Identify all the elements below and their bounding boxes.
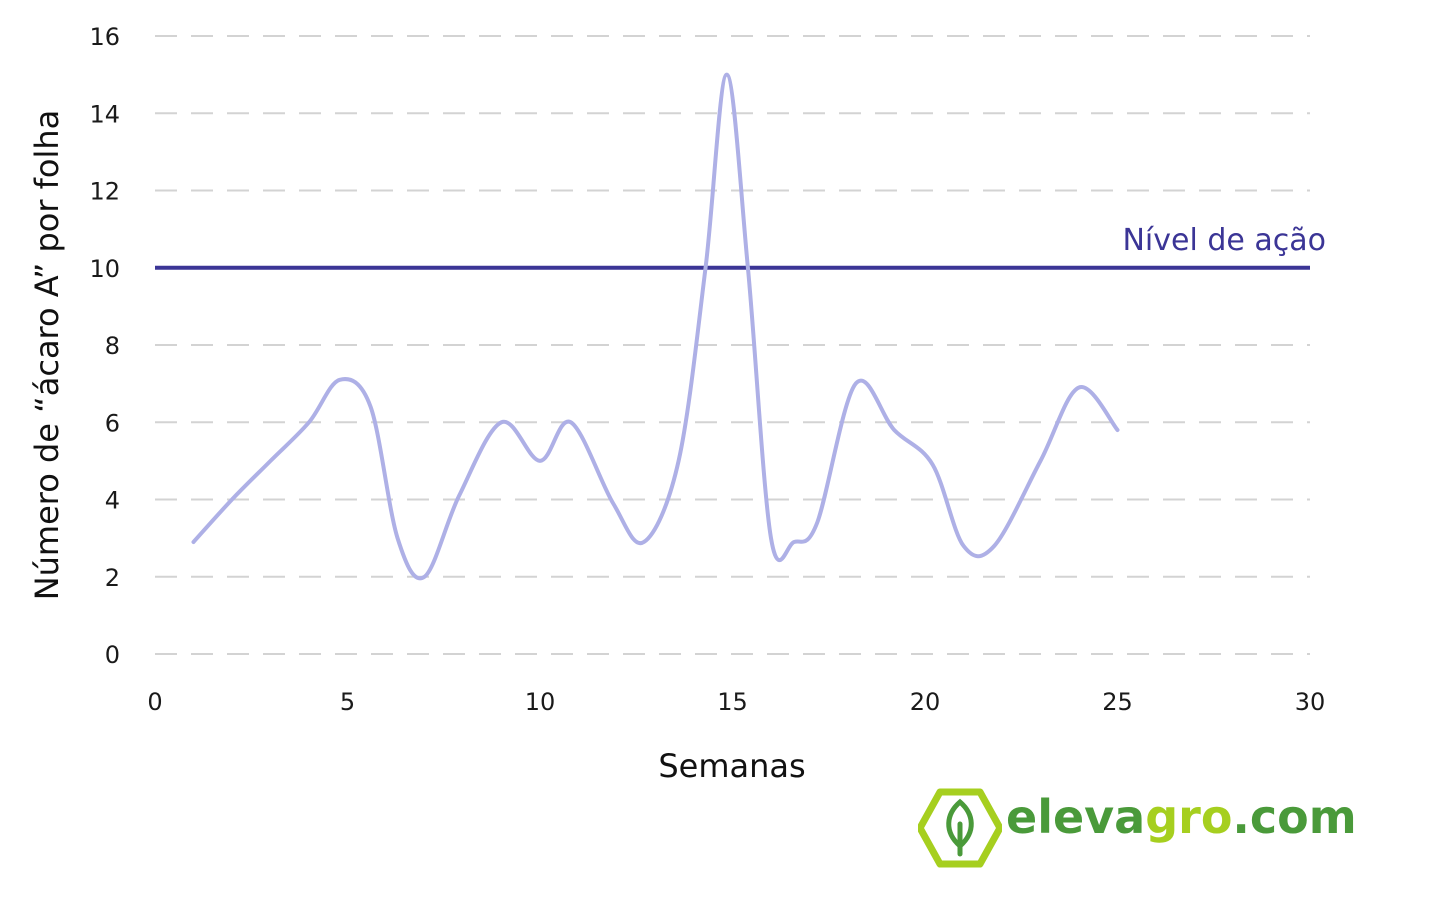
data-point (792, 540, 796, 544)
data-point (192, 540, 196, 544)
y-tick-label: 6 (105, 409, 120, 437)
data-point (725, 73, 729, 77)
leaf-hexagon-icon (918, 788, 1002, 868)
x-tick-label: 15 (717, 688, 748, 716)
data-point (269, 459, 273, 463)
data-point (369, 405, 373, 409)
y-tick-label: 16 (89, 23, 120, 51)
data-point (500, 420, 504, 424)
x-axis-title: Semanas (658, 747, 805, 785)
data-point (457, 494, 461, 498)
data-point (677, 459, 681, 463)
x-tick-labels: 0 5 10 15 20 25 30 (147, 688, 1325, 716)
y-tick-labels: 0 2 4 6 8 10 12 14 16 (89, 23, 120, 669)
data-point (338, 378, 342, 382)
x-tick-label: 25 (1102, 688, 1133, 716)
data-point (931, 463, 935, 467)
data-point (992, 544, 996, 548)
data-point (962, 544, 966, 548)
data-point (230, 498, 234, 502)
grid (155, 35, 1310, 655)
data-point (1077, 385, 1081, 389)
x-tick-label: 10 (525, 688, 556, 716)
y-axis-title: Número de “ácaro A” por folha (28, 110, 66, 601)
data-points (192, 73, 1120, 579)
logo-text: elevagro.com (1006, 790, 1357, 844)
y-tick-label: 12 (89, 178, 120, 206)
reference-line-label: Nível de ação (1122, 223, 1326, 258)
data-point (538, 459, 542, 463)
x-tick-label: 5 (340, 688, 355, 716)
x-tick-label: 0 (147, 688, 162, 716)
y-tick-label: 8 (105, 332, 120, 360)
series-line (191, 72, 1120, 581)
logo-text-com: .com (1232, 790, 1357, 844)
y-tick-label: 14 (89, 100, 120, 128)
data-point (746, 266, 750, 270)
data-point (1116, 428, 1120, 432)
data-point (854, 382, 858, 386)
data-point (704, 266, 708, 270)
logo-text-eleva: eleva (1006, 790, 1146, 844)
data-point (1039, 459, 1043, 463)
logo-text-gro: gro (1145, 790, 1233, 844)
data-point (569, 420, 573, 424)
data-point (892, 428, 896, 432)
y-tick-label: 0 (105, 641, 120, 669)
x-tick-label: 30 (1295, 688, 1326, 716)
data-point (423, 575, 427, 579)
data-point (642, 540, 646, 544)
data-point (307, 420, 311, 424)
y-tick-label: 10 (89, 255, 120, 283)
data-point (611, 501, 615, 505)
elevagro-logo: elevagro.com (918, 788, 1358, 868)
data-point (396, 536, 400, 540)
x-tick-label: 20 (910, 688, 941, 716)
data-point (769, 536, 773, 540)
data-point (815, 521, 819, 525)
y-tick-label: 2 (105, 564, 120, 592)
y-tick-label: 4 (105, 487, 120, 515)
